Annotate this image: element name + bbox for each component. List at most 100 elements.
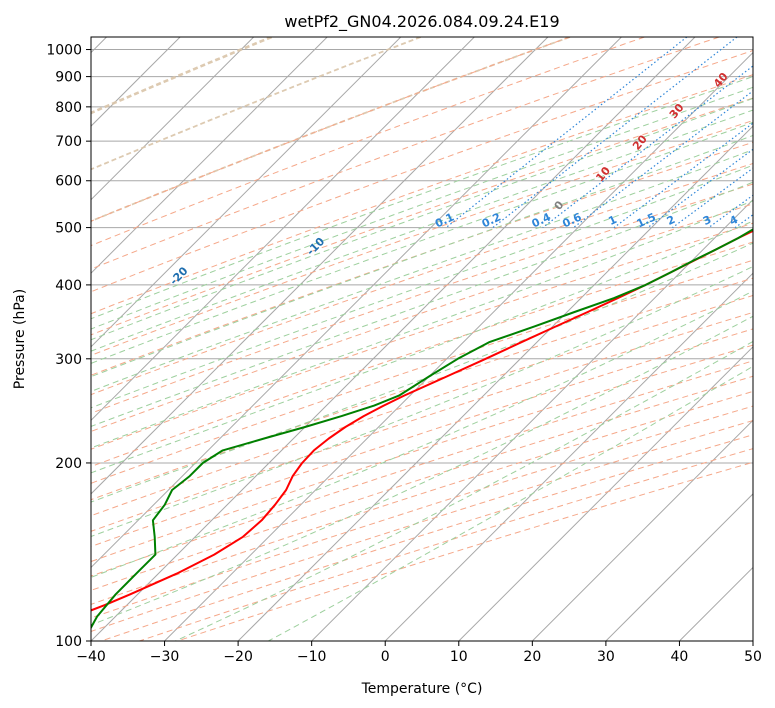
moist-adiabat-line: [91, 76, 753, 320]
x-tick-label: 40: [671, 649, 689, 665]
mixing-ratio-label: 6: [766, 213, 775, 228]
y-tick-label: 200: [55, 456, 82, 472]
isotherm-line: [91, 37, 622, 569]
y-tick-label: 800: [55, 100, 82, 116]
moist-adiabat-line: [91, 290, 753, 578]
dry-adiabat-line: [91, 420, 753, 632]
y-axis: 100 200 300 400 500 600 700 800 900 1000: [46, 43, 91, 650]
isotherm-line: [91, 37, 402, 348]
mixing-ratio-line: [573, 90, 753, 229]
y-tick-label: 900: [55, 70, 82, 86]
moist-adiabat-line: [91, 265, 753, 538]
dry-adiabat-line: [91, 375, 753, 591]
dry-adiabat-line: [91, 74, 753, 315]
isobar-lines: [91, 49, 753, 641]
x-tick-label: −40: [76, 649, 106, 665]
dry-adiabat-line: [91, 37, 571, 222]
isotherm-line: [605, 493, 753, 641]
plot-frame: [90, 36, 754, 642]
mixing-ratio-line: [734, 213, 753, 229]
dry-adiabat-line: [91, 37, 645, 247]
dry-adiabat-line: [91, 360, 753, 577]
x-tick-label: 30: [597, 649, 615, 665]
temperature-line: [91, 229, 753, 612]
mixing-ratio-line: [445, 37, 688, 229]
isotherm-line: [91, 37, 328, 274]
dry-adiabat-label: -20: [167, 264, 190, 287]
x-tick-label: 20: [523, 649, 541, 665]
moist-adiabat-line: [91, 109, 753, 352]
isotherm-line: [164, 51, 753, 641]
x-tick-label: −30: [150, 649, 180, 665]
dry-adiabat-line: [91, 162, 753, 396]
series-lines: [91, 228, 753, 630]
isotherm-line: [531, 419, 753, 641]
moist-adiabat-line: [268, 365, 753, 641]
moist-adiabat-line: [91, 181, 753, 427]
mixing-ratio-line: [613, 122, 753, 229]
dry-adiabat-line: [91, 222, 753, 450]
isotherm-line: [311, 198, 753, 641]
dry-adiabat-line: [91, 241, 753, 468]
x-tick-label: 50: [744, 649, 762, 665]
moist-adiabat-line: [91, 242, 753, 503]
mixing-ratio-line: [542, 65, 753, 229]
y-tick-label: 600: [55, 174, 82, 190]
curved-guide-line: [91, 37, 273, 115]
y-tick-label: 100: [55, 634, 82, 650]
isotherm-line: [384, 272, 753, 641]
y-tick-label: 500: [55, 221, 82, 237]
mixing-ratio-line: [708, 194, 753, 229]
isotherm-line: [91, 37, 549, 495]
isotherm-line: [752, 640, 753, 641]
dry-adiabat-line: [91, 119, 753, 356]
dry-adiabat-line: [91, 97, 753, 336]
dry-adiabat-line: [91, 49, 753, 293]
isotherm-line: [237, 125, 753, 641]
curved-guide-lines: [91, 37, 571, 223]
x-axis-label: Temperature (°C): [361, 681, 483, 697]
dry-adiabat-line: [91, 277, 753, 501]
moist-adiabat-label: 40: [711, 70, 731, 90]
dewpoint-line: [91, 228, 753, 630]
isotherm-lines: [91, 37, 753, 641]
mixing-ratio-line: [492, 37, 738, 229]
moist-adiabat-label: 30: [667, 101, 687, 121]
y-tick-label: 300: [55, 352, 82, 368]
curved-guide-line: [91, 37, 571, 223]
mixing-ratio-line: [672, 167, 753, 229]
dry-adiabat-label: -10: [304, 235, 327, 258]
dry-adiabat-line: [91, 141, 753, 376]
chart-title: wetPf2_GN04.2026.084.09.24.E19: [284, 12, 559, 32]
moist-adiabat-line: [91, 200, 753, 449]
mixing-ratio-label: 3: [701, 213, 713, 228]
curved-guide-line: [91, 37, 422, 171]
x-tick-label: 10: [450, 649, 468, 665]
mixing-ratio-label: 4: [728, 213, 741, 228]
x-tick-label: −10: [297, 649, 327, 665]
isotherm-line: [91, 37, 696, 641]
isotherm-line: [91, 37, 255, 201]
dry-adiabat-label: -30: [26, 298, 49, 321]
mixing-ratio-label: 1: [606, 213, 618, 228]
guide-line-labels: -100-90-80-70-60-50-40-30-20-100.10.20.4…: [26, 70, 775, 321]
y-tick-label: 700: [55, 134, 82, 150]
dry-adiabat-line: [101, 434, 753, 641]
y-axis-label: Pressure (hPa): [12, 289, 28, 389]
plot-area: -100-90-80-70-60-50-40-30-20-100.10.20.4…: [26, 37, 775, 641]
x-tick-label: −20: [223, 649, 253, 665]
x-tick-label: 0: [381, 649, 390, 665]
mixing-ratio-lines: [445, 37, 753, 229]
moist-adiabat-lines: [91, 76, 753, 641]
moist-adiabat-line: [91, 164, 753, 409]
isotherm-line: [458, 346, 753, 641]
isotherm-line: [679, 566, 753, 641]
moist-adiabat-line: [175, 340, 753, 641]
dry-adiabat-line: [91, 328, 753, 548]
y-tick-label: 400: [55, 278, 82, 294]
moist-adiabat-line: [91, 315, 753, 626]
isotherm-line: [91, 37, 475, 422]
y-tick-label: 1000: [46, 43, 82, 59]
x-axis: −40 −30 −20 −10 0 10 20 30 40 50: [76, 641, 762, 665]
